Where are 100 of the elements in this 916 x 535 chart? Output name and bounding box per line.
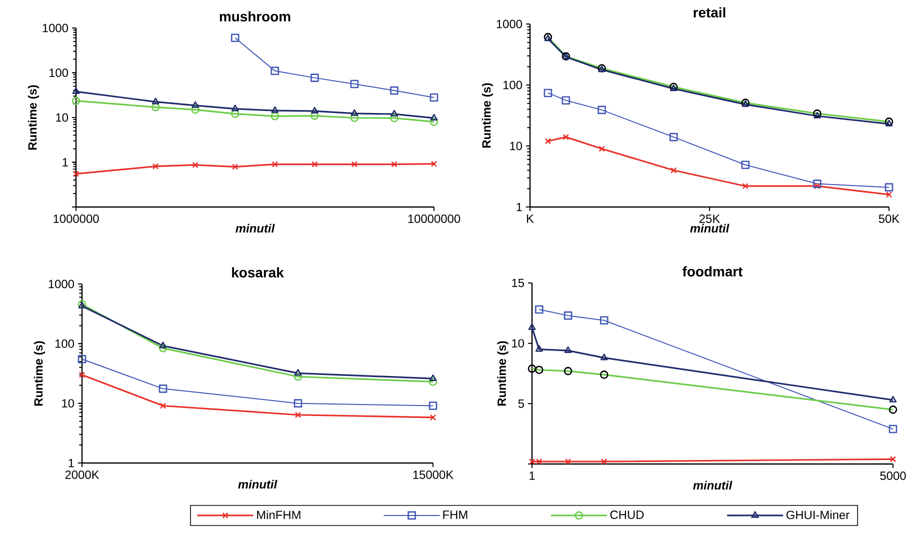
point xyxy=(535,345,543,352)
y-axis-title: Runtime (s) xyxy=(497,341,508,406)
point xyxy=(310,74,319,82)
point xyxy=(72,87,80,94)
point xyxy=(601,458,608,465)
point xyxy=(294,372,302,381)
point xyxy=(742,182,749,190)
chart-title: kosarak xyxy=(232,267,284,278)
chart-title: foodmart xyxy=(682,266,743,276)
x-tick-label: K xyxy=(527,214,534,223)
point xyxy=(232,164,238,170)
point xyxy=(152,98,160,104)
y-tick-label: 5 xyxy=(518,399,524,408)
point xyxy=(600,316,608,325)
point xyxy=(600,370,608,379)
point xyxy=(231,104,239,112)
y-tick-label: 1000 xyxy=(42,24,68,32)
point xyxy=(600,354,608,360)
point xyxy=(428,402,438,410)
y-tick-label: 10 xyxy=(62,399,74,408)
point xyxy=(430,93,438,102)
point xyxy=(884,183,894,192)
y-tick-label: 1000 xyxy=(496,20,522,28)
x-tick-label: 1 xyxy=(530,472,535,480)
point xyxy=(78,372,86,378)
x-axis-title: minutil xyxy=(238,480,278,489)
y-tick-label: 10 xyxy=(512,339,524,348)
x-tick-label: 5000 xyxy=(880,472,906,480)
point xyxy=(598,146,605,152)
point xyxy=(270,112,280,120)
y-tick-label: 10 xyxy=(510,142,522,150)
x-tick-label: 15000K xyxy=(413,470,454,479)
point xyxy=(562,134,570,140)
point xyxy=(160,402,166,409)
x-tick-label: 50K xyxy=(878,214,900,223)
point xyxy=(562,96,570,104)
point xyxy=(390,114,398,122)
point xyxy=(230,110,240,118)
y-axis-title: Runtime (s) xyxy=(34,341,46,406)
point xyxy=(741,160,750,170)
legend-label: MinFHM xyxy=(257,510,300,520)
point xyxy=(271,106,279,113)
point xyxy=(430,414,436,421)
x-tick-label: 10000000 xyxy=(408,214,460,223)
point xyxy=(310,112,319,120)
point xyxy=(312,161,318,168)
point xyxy=(888,406,898,414)
x-axis-title: minutil xyxy=(693,480,732,490)
point xyxy=(391,161,398,168)
x-axis-title: minutil xyxy=(690,224,730,233)
point xyxy=(78,354,86,364)
point xyxy=(528,364,536,373)
point xyxy=(294,412,302,418)
x-tick-label: 25K xyxy=(699,214,720,223)
point xyxy=(544,88,552,98)
point xyxy=(158,344,168,352)
chart-title: retail xyxy=(694,7,726,18)
point xyxy=(72,170,80,177)
point xyxy=(151,103,160,112)
y-axis-title: Runtime (s) xyxy=(482,83,494,148)
point xyxy=(886,191,892,198)
x-axis-title: minutil xyxy=(236,224,275,233)
point xyxy=(192,101,200,108)
point xyxy=(430,114,438,120)
point xyxy=(564,311,572,320)
y-tick-label: 1 xyxy=(516,202,522,212)
y-tick-label: 100 xyxy=(55,339,74,348)
point xyxy=(888,424,898,434)
point xyxy=(390,86,398,95)
point xyxy=(294,369,302,376)
point xyxy=(350,114,359,122)
point xyxy=(429,374,437,381)
y-tick-label: 1 xyxy=(62,158,68,166)
point xyxy=(564,458,572,465)
y-tick-label: 100 xyxy=(49,68,68,77)
point xyxy=(230,34,240,42)
chart-title: mushroom xyxy=(220,11,290,22)
point xyxy=(192,162,198,168)
point xyxy=(430,118,438,126)
point xyxy=(670,167,677,174)
point xyxy=(814,182,820,190)
legend-label: FHM xyxy=(443,510,468,519)
point xyxy=(535,366,544,374)
point xyxy=(294,399,302,408)
point xyxy=(159,342,167,348)
y-tick-label: 1000 xyxy=(48,280,74,288)
point xyxy=(890,456,896,462)
point xyxy=(544,138,552,144)
point xyxy=(350,80,359,88)
point xyxy=(889,396,897,402)
point xyxy=(390,110,398,116)
point xyxy=(813,180,822,188)
point xyxy=(669,132,678,142)
point xyxy=(598,106,606,114)
y-tick-label: 1 xyxy=(68,458,74,468)
point xyxy=(813,109,822,118)
point xyxy=(528,323,536,330)
point xyxy=(272,161,278,168)
y-tick-label: 10 xyxy=(56,113,68,122)
legend-label: GHUI-Miner xyxy=(786,510,850,520)
